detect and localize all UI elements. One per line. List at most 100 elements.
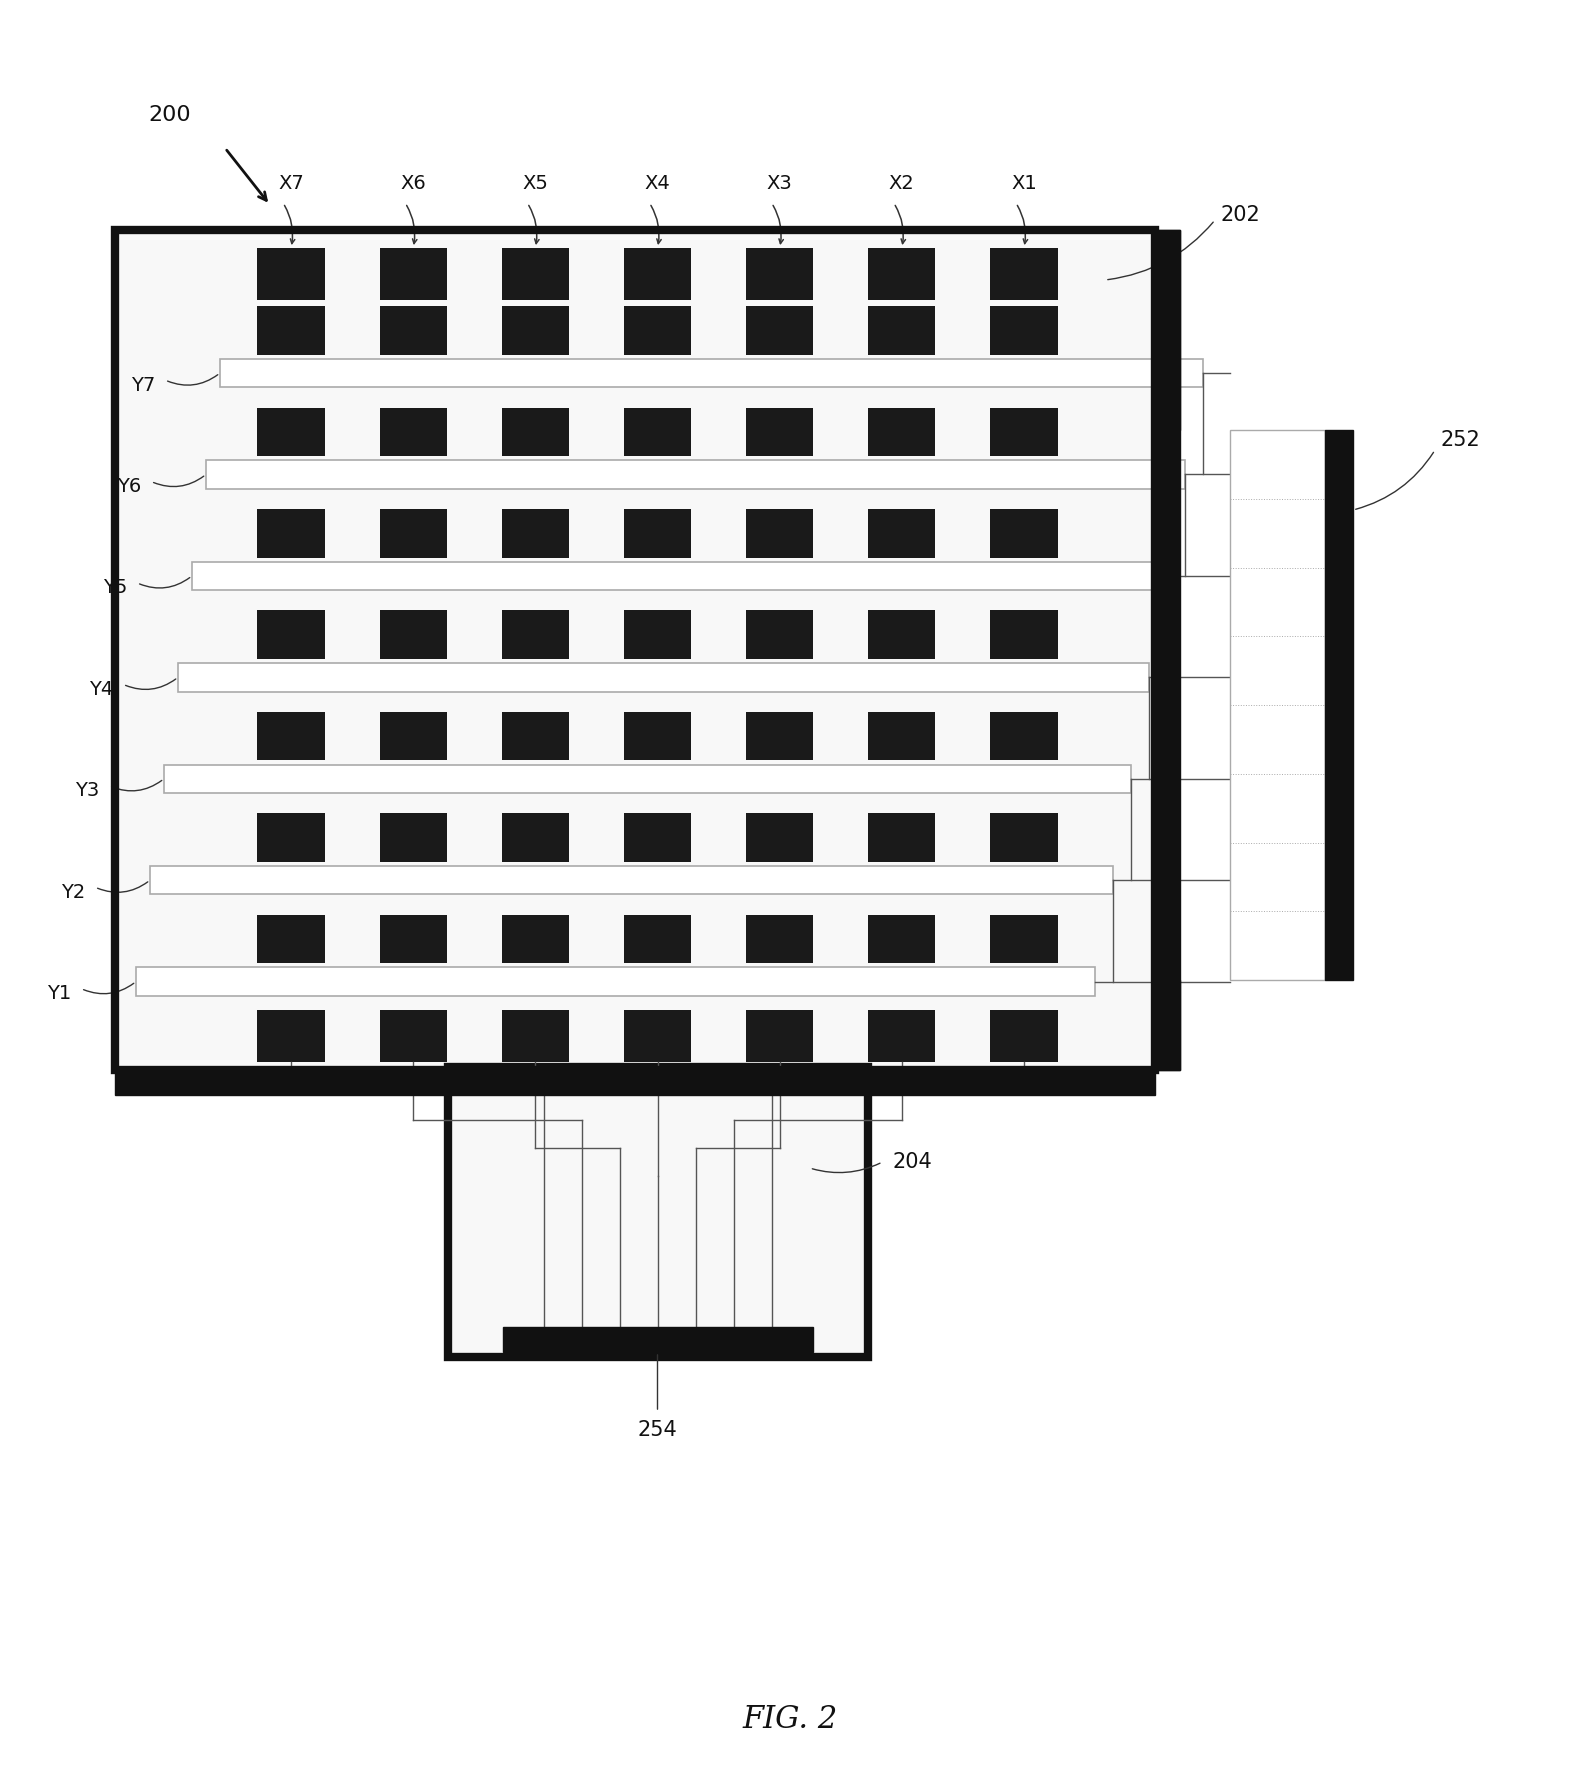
Text: X6: X6: [400, 173, 427, 193]
Bar: [1152, 980, 1180, 1069]
Bar: [379, 610, 447, 659]
Bar: [624, 610, 690, 659]
Bar: [379, 305, 447, 355]
Text: X4: X4: [645, 173, 670, 193]
Text: 204: 204: [893, 1151, 932, 1173]
Bar: [624, 1010, 690, 1062]
Bar: [746, 814, 814, 862]
Bar: [220, 359, 1202, 387]
Bar: [867, 814, 935, 862]
Bar: [867, 914, 935, 964]
Bar: [991, 610, 1057, 659]
Bar: [258, 305, 324, 355]
Bar: [991, 914, 1057, 964]
Bar: [379, 1010, 447, 1062]
Bar: [991, 509, 1057, 557]
Bar: [502, 305, 569, 355]
Bar: [867, 610, 935, 659]
Text: X2: X2: [890, 173, 915, 193]
Text: 254: 254: [638, 1421, 678, 1440]
Bar: [379, 914, 447, 964]
Bar: [746, 509, 814, 557]
Bar: [867, 248, 935, 300]
Text: 252: 252: [1439, 430, 1480, 450]
Bar: [1152, 230, 1180, 430]
Bar: [867, 1010, 935, 1062]
Text: Y6: Y6: [117, 477, 141, 496]
Bar: [379, 407, 447, 457]
Bar: [746, 712, 814, 760]
Text: X7: X7: [278, 173, 303, 193]
Text: X5: X5: [523, 173, 548, 193]
Bar: [205, 461, 1185, 489]
Bar: [164, 764, 1131, 793]
Bar: [991, 814, 1057, 862]
Bar: [115, 1067, 1155, 1094]
Bar: [624, 914, 690, 964]
Bar: [502, 914, 569, 964]
Bar: [867, 712, 935, 760]
Bar: [115, 230, 1155, 1069]
Bar: [502, 407, 569, 457]
Bar: [136, 967, 1095, 996]
Bar: [447, 1067, 867, 1357]
Text: FIG. 2: FIG. 2: [743, 1705, 837, 1735]
Text: Y5: Y5: [103, 578, 126, 598]
Bar: [502, 712, 569, 760]
Bar: [746, 407, 814, 457]
Bar: [1326, 430, 1352, 980]
Bar: [179, 662, 1149, 691]
Bar: [115, 230, 1155, 1069]
Bar: [379, 509, 447, 557]
Text: Y1: Y1: [47, 984, 71, 1003]
Bar: [624, 814, 690, 862]
Bar: [991, 1010, 1057, 1062]
Bar: [1152, 230, 1180, 1069]
Bar: [624, 712, 690, 760]
Bar: [991, 407, 1057, 457]
Bar: [379, 248, 447, 300]
Bar: [991, 712, 1057, 760]
Bar: [502, 509, 569, 557]
Bar: [624, 248, 690, 300]
Bar: [991, 305, 1057, 355]
Text: Y4: Y4: [88, 680, 114, 698]
Text: 202: 202: [1220, 205, 1259, 225]
Bar: [258, 407, 324, 457]
Bar: [258, 509, 324, 557]
Bar: [867, 305, 935, 355]
Bar: [624, 407, 690, 457]
Bar: [746, 1010, 814, 1062]
Bar: [502, 814, 569, 862]
Bar: [502, 1326, 812, 1351]
Bar: [746, 305, 814, 355]
Text: 200: 200: [149, 105, 191, 125]
Bar: [867, 509, 935, 557]
Bar: [746, 610, 814, 659]
Bar: [258, 712, 324, 760]
Bar: [379, 814, 447, 862]
Bar: [867, 407, 935, 457]
Text: X3: X3: [766, 173, 793, 193]
Bar: [193, 562, 1168, 591]
Text: Y2: Y2: [60, 882, 85, 901]
Bar: [150, 866, 1112, 894]
Bar: [991, 248, 1057, 300]
Bar: [624, 305, 690, 355]
Bar: [746, 248, 814, 300]
Bar: [1229, 430, 1326, 980]
Text: Y7: Y7: [131, 375, 155, 394]
Bar: [379, 712, 447, 760]
Bar: [502, 248, 569, 300]
Bar: [746, 914, 814, 964]
Text: Y3: Y3: [74, 782, 100, 800]
Bar: [258, 610, 324, 659]
Bar: [258, 1010, 324, 1062]
Bar: [258, 914, 324, 964]
Bar: [502, 1010, 569, 1062]
Bar: [502, 610, 569, 659]
Bar: [624, 509, 690, 557]
Bar: [258, 248, 324, 300]
Bar: [258, 814, 324, 862]
Text: X1: X1: [1011, 173, 1036, 193]
